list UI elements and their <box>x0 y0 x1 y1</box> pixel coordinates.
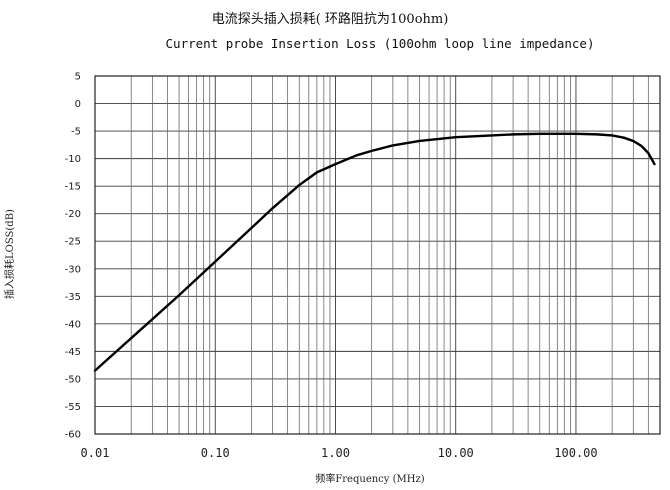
x-tick-label: 10.00 <box>438 446 474 460</box>
y-tick-label: -5 <box>71 127 81 138</box>
y-axis-label: 插入损耗LOSS(dB) <box>3 209 16 299</box>
insertion-loss-curve <box>93 132 656 372</box>
y-tick-label: -30 <box>65 264 81 275</box>
y-tick-label: 5 <box>75 72 81 83</box>
grid <box>94 75 661 435</box>
x-tick-label: 1.00 <box>321 446 350 460</box>
y-tick-label: -35 <box>65 292 81 303</box>
x-tick-label: 0.10 <box>201 446 230 460</box>
x-axis-label: 频率Frequency (MHz) <box>315 472 424 485</box>
chart-title: 电流探头插入损耗( 环路阻抗为100ohm) <box>212 11 449 27</box>
y-tick-label: -45 <box>65 347 81 358</box>
chart-subtitle: Current probe Insertion Loss (100ohm loo… <box>166 36 595 51</box>
x-tick-label: 100.00 <box>554 446 597 460</box>
y-tick-label: -40 <box>65 319 81 330</box>
y-tick-label: 0 <box>75 99 81 110</box>
x-tick-label: 0.01 <box>81 446 110 460</box>
y-tick-label: -25 <box>65 237 81 248</box>
y-tick-label: -10 <box>65 154 81 165</box>
y-tick-label: -60 <box>65 430 81 441</box>
x-axis-ticks: 0.01 0.10 1.00 10.00 100.00 <box>81 446 598 460</box>
plot-frame <box>94 75 661 435</box>
y-tick-label: -50 <box>65 374 81 385</box>
y-tick-label: -55 <box>65 402 81 413</box>
y-tick-label: -15 <box>65 182 81 193</box>
y-tick-label: -20 <box>65 209 81 220</box>
y-axis-ticks: 5 0 -5 -10 -15 -20 -25 -30 -35 -40 -45 -50 -55 -60 <box>65 72 81 441</box>
